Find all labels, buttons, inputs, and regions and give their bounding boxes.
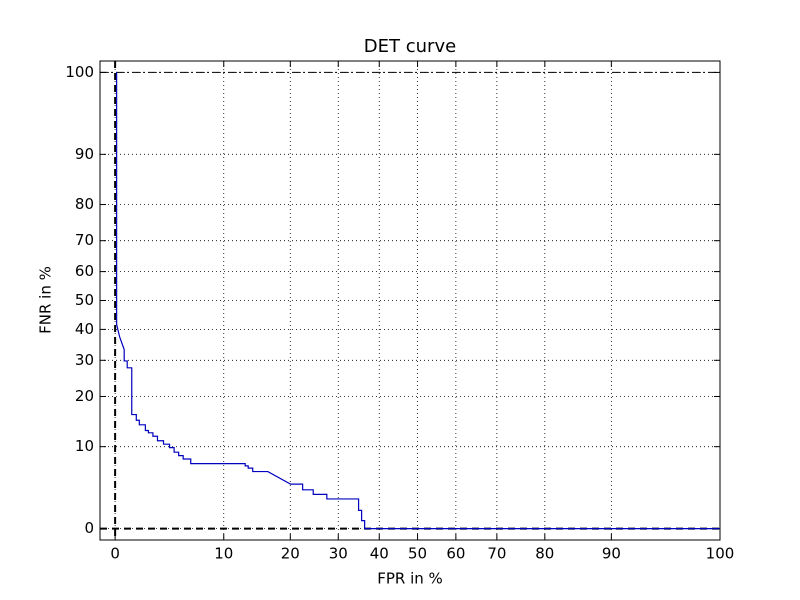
y-tick-label: 70 [75,231,94,249]
y-axis-label: FNR in % [37,266,55,334]
y-tick-label: 10 [75,437,94,455]
y-tick-label: 20 [75,387,94,405]
x-tick-label: 40 [370,545,389,563]
plot-frame [99,60,721,541]
chart-title: DET curve [364,36,456,57]
y-tick-label: 80 [75,195,94,213]
x-tick-label: 0 [110,545,120,563]
y-tick-label: 60 [75,262,94,280]
y-tick-label: 90 [75,145,94,163]
y-tick-label: 40 [75,320,94,338]
y-tick-label: 50 [75,291,94,309]
x-tick-label: 80 [535,545,554,563]
x-tick-label: 70 [487,545,506,563]
x-tick-label: 50 [408,545,427,563]
y-tick-label: 0 [84,519,94,537]
x-tick-label: 20 [281,545,300,563]
x-axis-label: FPR in % [377,570,443,588]
x-tick-label: 90 [602,545,621,563]
x-tick-label: 30 [329,545,348,563]
line-series [116,72,720,530]
x-tick-label: 60 [446,545,465,563]
y-tick-label: 30 [75,351,94,369]
x-tick-label: 10 [214,545,233,563]
y-tick-label: 100 [65,63,94,81]
x-tick-label: 100 [706,545,735,563]
